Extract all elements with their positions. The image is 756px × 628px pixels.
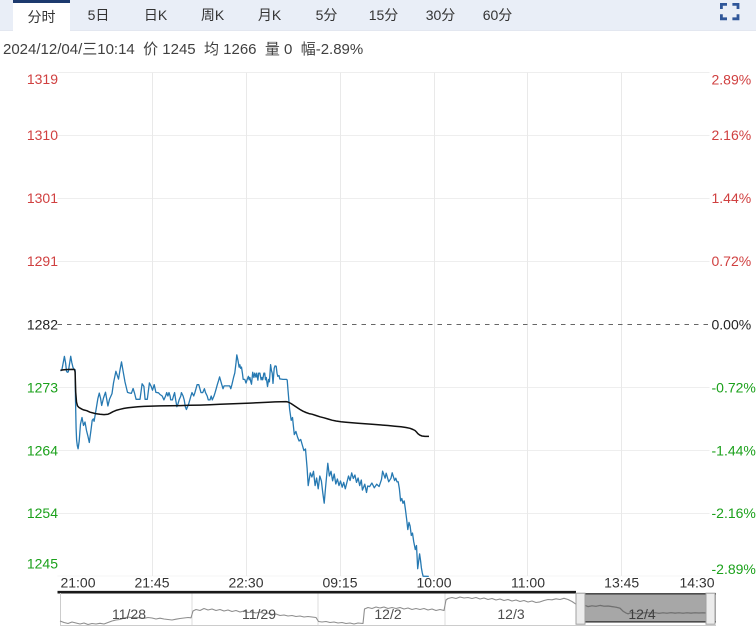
svg-text:-1.44%: -1.44% — [712, 443, 756, 459]
svg-text:1291: 1291 — [27, 253, 58, 269]
svg-text:1319: 1319 — [27, 71, 58, 87]
svg-text:12/3: 12/3 — [497, 606, 524, 622]
svg-text:-2.16%: -2.16% — [712, 505, 756, 521]
svg-text:21:45: 21:45 — [134, 575, 169, 591]
svg-text:13:45: 13:45 — [604, 575, 639, 591]
svg-text:-0.72%: -0.72% — [712, 380, 756, 396]
svg-text:14:30: 14:30 — [679, 575, 714, 591]
svg-text:1273: 1273 — [27, 380, 58, 396]
svg-text:11:00: 11:00 — [511, 575, 545, 591]
svg-text:1245: 1245 — [27, 556, 58, 572]
svg-text:2.89%: 2.89% — [712, 72, 752, 88]
svg-text:0.00%: 0.00% — [712, 317, 752, 333]
svg-text:11/28: 11/28 — [112, 606, 146, 622]
svg-text:1310: 1310 — [27, 127, 58, 143]
svg-text:2.16%: 2.16% — [712, 127, 752, 143]
svg-text:21:00: 21:00 — [60, 575, 95, 591]
svg-text:22:30: 22:30 — [228, 575, 263, 591]
svg-text:1254: 1254 — [27, 505, 58, 521]
svg-text:-2.89%: -2.89% — [712, 561, 756, 577]
svg-text:0.72%: 0.72% — [712, 253, 752, 269]
svg-text:12/2: 12/2 — [374, 606, 401, 622]
svg-text:12/4: 12/4 — [628, 606, 655, 622]
svg-text:10:00: 10:00 — [416, 575, 451, 591]
svg-text:09:15: 09:15 — [322, 575, 357, 591]
svg-text:1282: 1282 — [27, 317, 58, 333]
svg-text:1301: 1301 — [27, 190, 58, 206]
svg-text:11/29: 11/29 — [242, 606, 276, 622]
svg-text:1264: 1264 — [27, 443, 58, 459]
svg-text:1.44%: 1.44% — [712, 190, 752, 206]
